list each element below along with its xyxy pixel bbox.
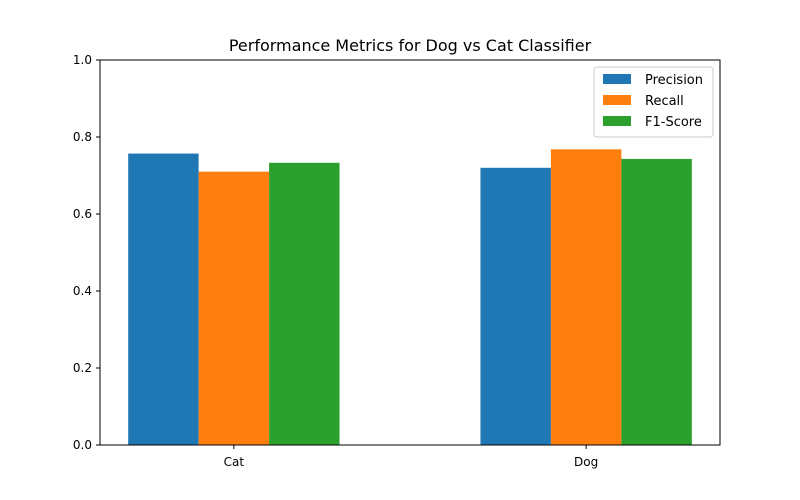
bar-f1-score-cat bbox=[269, 162, 340, 446]
y-tick-label: 0.8 bbox=[73, 130, 92, 144]
legend-label: F1-Score bbox=[645, 115, 702, 130]
bar-precision-dog bbox=[480, 167, 551, 446]
y-tick-label: 0.2 bbox=[73, 361, 92, 375]
bars-layer bbox=[128, 149, 692, 446]
y-tick-label: 0.4 bbox=[73, 284, 92, 298]
legend-swatch bbox=[603, 95, 631, 105]
x-tick-label: Dog bbox=[574, 455, 598, 469]
bar-f1-score-dog bbox=[621, 158, 692, 445]
legend-swatch bbox=[603, 74, 631, 84]
y-tick-label: 0.6 bbox=[73, 207, 92, 221]
chart-title: Performance Metrics for Dog vs Cat Class… bbox=[229, 36, 592, 55]
bar-recall-cat bbox=[198, 171, 270, 445]
x-tick-label: Cat bbox=[224, 455, 245, 469]
bar-precision-cat bbox=[128, 153, 199, 445]
legend-label: Recall bbox=[645, 94, 684, 109]
legend-label: Precision bbox=[645, 73, 703, 88]
axes-layer: 0.0 0.2 0.4 0.6 0.8 1.0 Cat Dog bbox=[73, 53, 721, 469]
bar-recall-dog bbox=[550, 149, 622, 445]
plot-frame bbox=[99, 59, 721, 446]
legend: Precision Recall F1-Score bbox=[593, 66, 714, 138]
y-tick-label: 0.0 bbox=[73, 438, 92, 452]
legend-swatch bbox=[603, 116, 631, 126]
y-tick-label: 1.0 bbox=[73, 53, 92, 67]
